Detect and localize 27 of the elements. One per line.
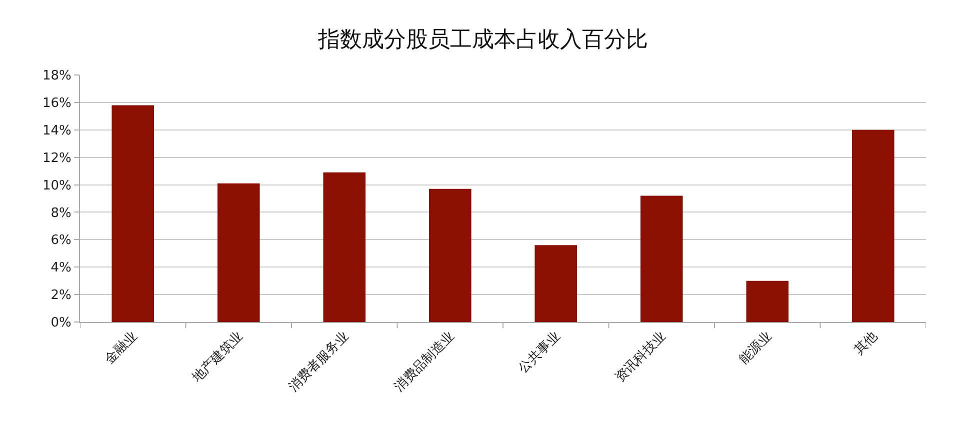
bar <box>852 130 894 322</box>
y-tick-label: 0% <box>50 316 72 331</box>
y-tick-label: 2% <box>50 288 72 304</box>
y-tick-label: 10% <box>42 178 72 194</box>
y-tick-label: 16% <box>42 96 72 111</box>
chart-title: 指数成分股员工成本占收入百分比 <box>317 27 648 52</box>
x-tick-label: 消费品制造业 <box>392 328 458 395</box>
y-tick-label: 18% <box>42 68 72 84</box>
bar <box>217 183 260 322</box>
x-tick-label: 地产建筑业 <box>188 328 246 386</box>
bar <box>746 280 789 322</box>
bar <box>112 105 154 322</box>
y-tick-label: 6% <box>50 233 72 248</box>
x-tick-label: 能源业 <box>736 328 775 368</box>
bar <box>428 188 472 322</box>
y-tick-label: 8% <box>50 206 72 221</box>
x-tick-label: 公共事业 <box>516 328 564 376</box>
x-tick-label: 金融业 <box>102 328 140 368</box>
y-tick-label: 4% <box>50 260 72 276</box>
bar <box>640 196 683 322</box>
x-tick-label: 消费者服务业 <box>286 328 352 395</box>
x-tick-label: 其他 <box>852 328 881 358</box>
bar <box>534 245 578 322</box>
x-tick-label: 资讯科技业 <box>612 328 670 386</box>
y-tick-label: 14% <box>42 123 72 138</box>
bar <box>323 172 366 322</box>
y-tick-label: 12% <box>42 150 72 166</box>
